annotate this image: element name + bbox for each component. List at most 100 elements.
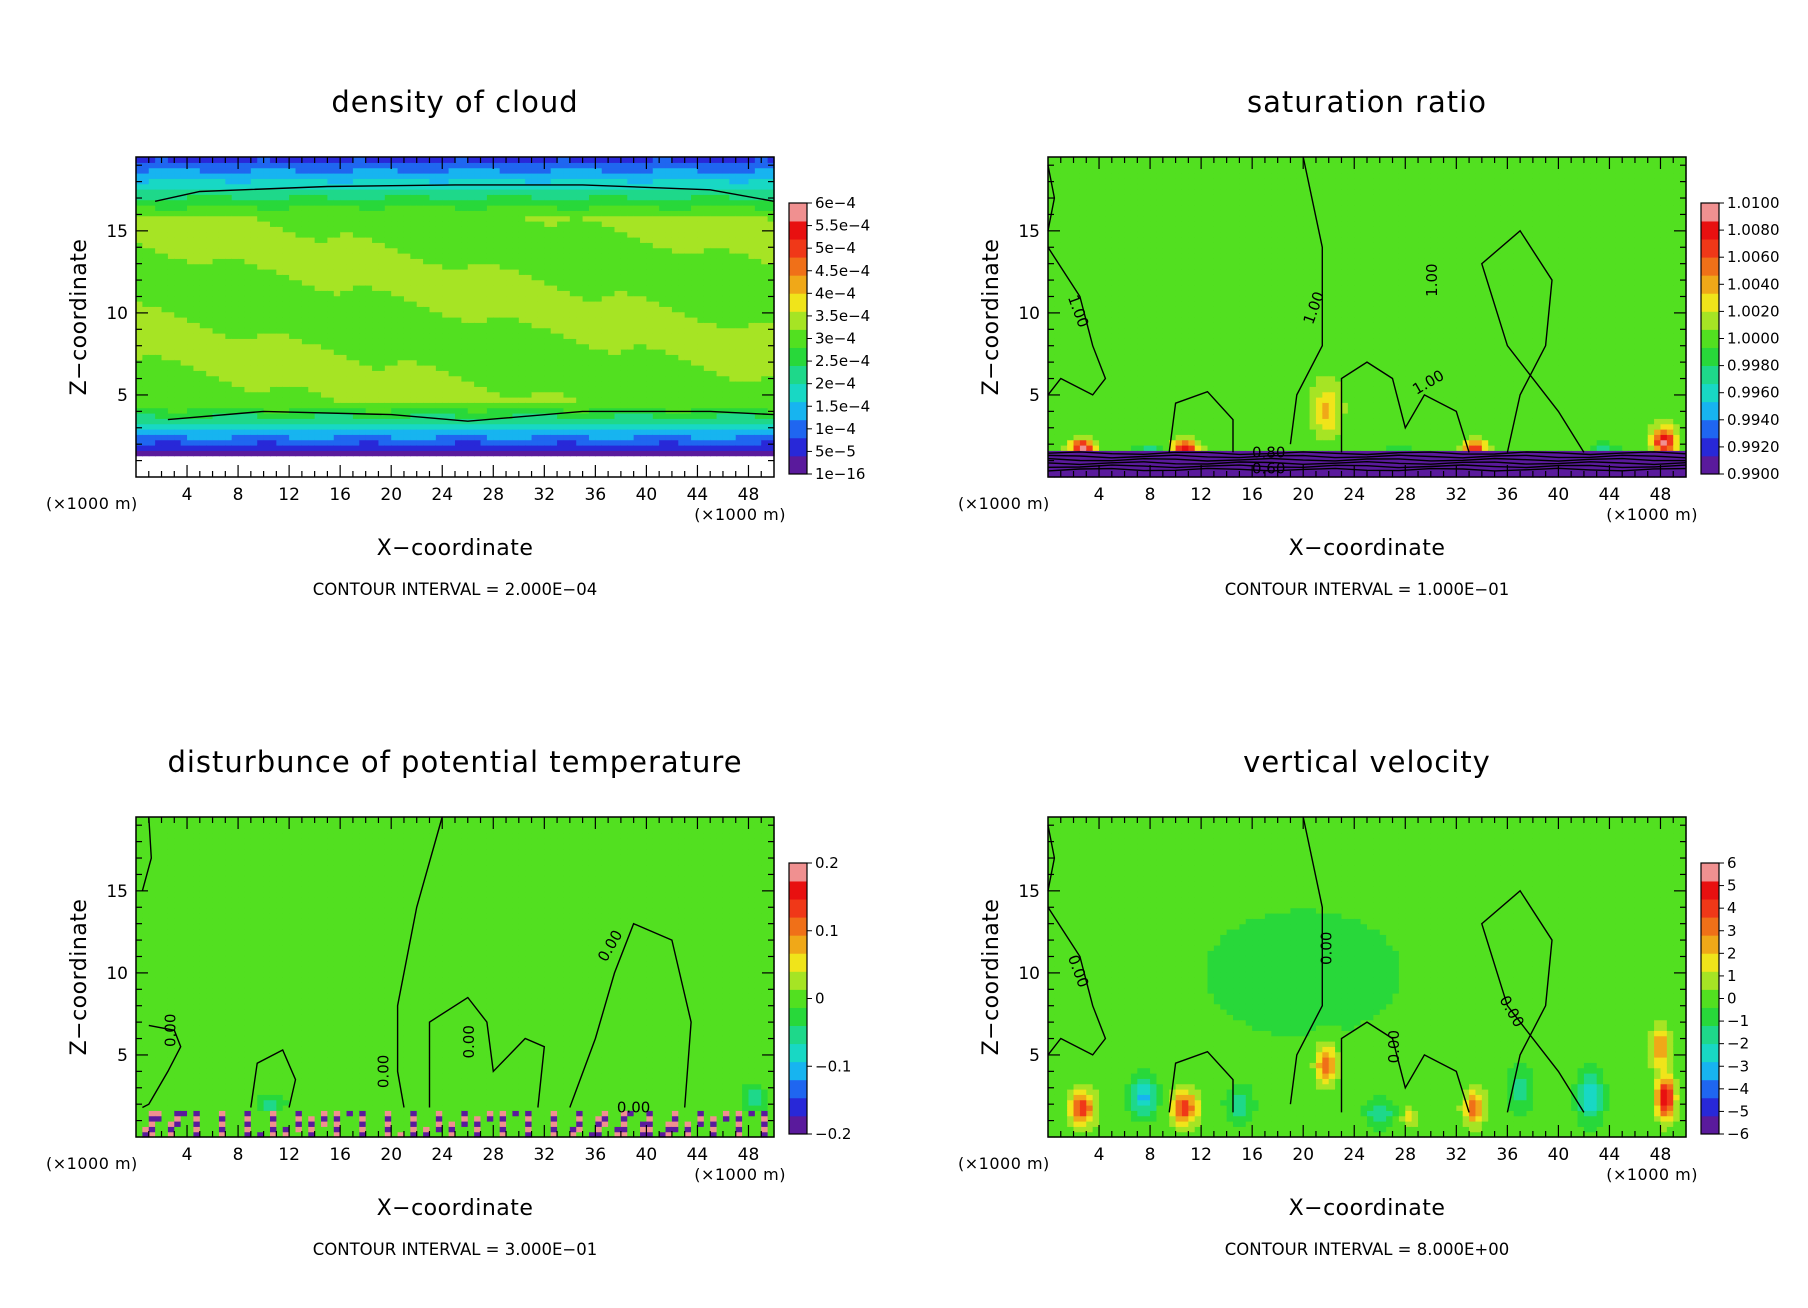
field-cell (640, 424, 647, 430)
field-cell (276, 162, 283, 168)
field-cell (251, 429, 258, 435)
field-cell (532, 301, 539, 307)
field-cell (487, 274, 494, 280)
field-cell (391, 285, 398, 291)
field-cell (398, 274, 405, 280)
field-cell (621, 312, 628, 318)
field-cell (238, 290, 245, 296)
field-cell (583, 365, 590, 371)
field-cell (634, 312, 641, 318)
field-cell (155, 184, 162, 190)
field-cell (678, 429, 685, 435)
field-cell (187, 402, 194, 408)
field-cell (570, 445, 577, 451)
field-cell (678, 418, 685, 424)
field-cell (602, 242, 609, 248)
field-cell (296, 168, 303, 174)
field-cell (283, 237, 290, 243)
field-cell (634, 392, 641, 398)
field-cell (398, 317, 405, 323)
field-cell (589, 296, 596, 302)
field-cell (576, 413, 583, 419)
field-cell (296, 402, 303, 408)
field-cell (168, 424, 175, 430)
field-cell (168, 210, 175, 216)
field-cell (608, 216, 615, 222)
field-cell (321, 285, 328, 291)
field-cell (685, 376, 692, 382)
field-cell (142, 237, 149, 243)
field-cell (315, 360, 322, 366)
field-cell (193, 306, 200, 312)
field-cell (181, 285, 188, 291)
field-cell (589, 178, 596, 184)
field-cell (557, 306, 564, 312)
field-cell (455, 434, 462, 440)
field-cell (653, 253, 660, 259)
field-cell (442, 370, 449, 376)
field-cell (691, 440, 698, 446)
field-cell (391, 242, 398, 248)
field-cell (602, 258, 609, 264)
field-cell (244, 242, 251, 248)
field-cell (200, 194, 207, 200)
field-cell (206, 205, 213, 211)
field-cell (308, 429, 315, 435)
field-cell (653, 408, 660, 414)
field-cell (315, 162, 322, 168)
field-cell (162, 429, 169, 435)
field-cell (512, 226, 519, 232)
field-cell (646, 205, 653, 211)
field-cell (162, 450, 169, 456)
field-cell (142, 381, 149, 387)
field-cell (429, 338, 436, 344)
field-cell (436, 189, 443, 195)
field-cell (289, 210, 296, 216)
field-cell (468, 168, 475, 174)
field-cell (372, 290, 379, 296)
field-cell (602, 360, 609, 366)
field-cell (162, 157, 169, 163)
field-cell (244, 429, 251, 435)
field-cell (378, 418, 385, 424)
field-cell (308, 312, 315, 318)
field-cell (621, 162, 628, 168)
field-cell (659, 258, 666, 264)
field-cell (251, 413, 258, 419)
field-cell (493, 365, 500, 371)
field-cell (602, 237, 609, 243)
field-cell (602, 386, 609, 392)
field-cell (474, 285, 481, 291)
field-cell (264, 328, 271, 334)
field-cell (506, 392, 513, 398)
field-cell (576, 290, 583, 296)
field-cell (538, 242, 545, 248)
field-cell (283, 344, 290, 350)
field-cell (551, 424, 558, 430)
field-cell (244, 285, 251, 291)
field-cell (162, 381, 169, 387)
field-cell (334, 285, 341, 291)
field-cell (570, 450, 577, 456)
field-cell (627, 280, 634, 286)
field-cell (519, 386, 526, 392)
field-cell (519, 402, 526, 408)
field-cell (353, 173, 360, 179)
field-cell (162, 242, 169, 248)
field-cell (359, 232, 366, 238)
field-cell (213, 360, 220, 366)
field-cell (193, 349, 200, 355)
field-cell (449, 440, 456, 446)
field-cell (251, 317, 258, 323)
field-cell (436, 194, 443, 200)
field-cell (678, 242, 685, 248)
field-cell (232, 205, 239, 211)
field-cell (442, 269, 449, 275)
field-cell (468, 274, 475, 280)
field-cell (493, 157, 500, 163)
field-cell (315, 274, 322, 280)
field-cell (372, 376, 379, 382)
field-cell (308, 173, 315, 179)
field-cell (551, 402, 558, 408)
field-cell (519, 248, 526, 254)
